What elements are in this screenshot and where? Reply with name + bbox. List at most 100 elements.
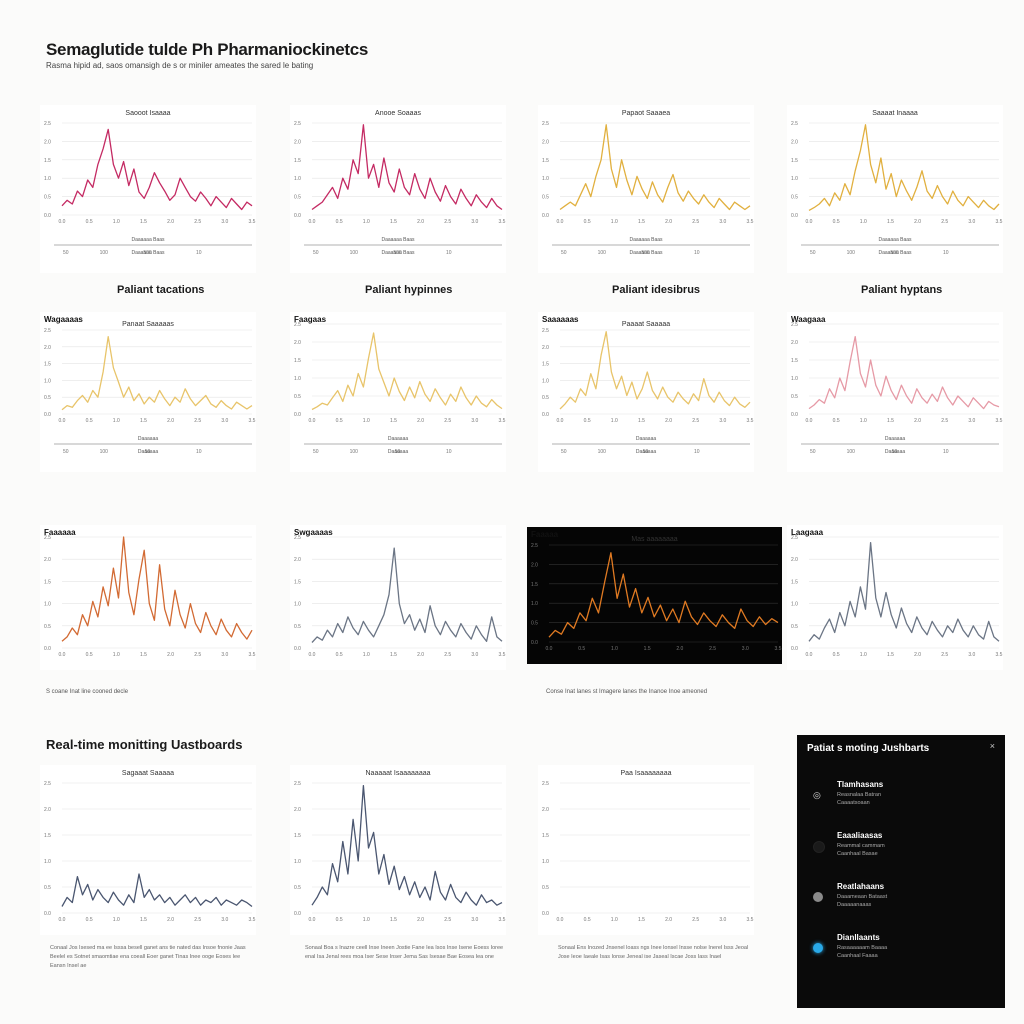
y-tick-label: 1.5	[294, 358, 301, 364]
range-tick-label: 50	[643, 449, 649, 455]
y-tick-label: 0.0	[791, 412, 798, 418]
x-tick-label: 2.5	[194, 917, 201, 923]
range-label-secondary: Daaaaaa	[388, 449, 409, 455]
range-tick-label: 100	[350, 449, 359, 455]
chart-corner-label: Faaaaa	[531, 530, 559, 539]
y-tick-label: 2.0	[294, 139, 301, 145]
y-tick-label: 1.0	[44, 176, 51, 182]
sidebar-item-4[interactable]: Dianllaants Rasaaaaaam Baaaa Caanhaal Fa…	[813, 933, 993, 973]
sidebar-item-2[interactable]: Eaaaliaasas Reammal cammam Caanhaal Basa…	[813, 831, 993, 871]
close-icon[interactable]: ×	[989, 741, 995, 751]
chart-title: Paaaat Saaaaa	[622, 321, 670, 328]
range-tick-label: 100	[350, 250, 359, 256]
y-tick-label: 2.0	[44, 807, 51, 813]
x-tick-label: 3.0	[471, 219, 478, 225]
x-tick-label: 0.5	[584, 418, 591, 424]
chart-title: Saaaat Inaaaa	[872, 110, 918, 117]
y-tick-label: 2.5	[531, 543, 538, 549]
y-tick-label: 2.5	[294, 121, 301, 127]
x-tick-label: 2.0	[665, 219, 672, 225]
x-tick-label: 3.5	[249, 652, 256, 658]
range-tick-label: 10	[694, 449, 700, 455]
x-tick-label: 2.0	[167, 652, 174, 658]
y-tick-label: 1.0	[542, 176, 549, 182]
range-tick-label: 50	[892, 449, 898, 455]
y-tick-label: 2.0	[294, 807, 301, 813]
chart-background	[527, 527, 782, 664]
sidebar-item-detail: Caanhaal Faaaa	[837, 953, 878, 959]
x-tick-label: 1.0	[611, 646, 618, 652]
range-tick-label: 500	[890, 250, 899, 256]
section-header-3: Paliant idesibrus	[612, 284, 701, 296]
chart-title: Paa Isaaaaaaaa	[621, 770, 672, 777]
chart-corner-label: Laagaaa	[791, 528, 824, 537]
chart-panel-5: Wagaaaas Panaat Saaaaas 2.5 2.0 1.5 1.0 0.5 0.0…	[40, 312, 256, 472]
y-tick-label: 1.0	[44, 859, 51, 865]
chart-title: Sagaaat Saaaaa	[122, 770, 174, 777]
range-tick-label: 50	[810, 250, 816, 256]
y-tick-label: 2.5	[542, 121, 549, 127]
x-tick-label: 2.5	[941, 652, 948, 658]
series-line	[311, 124, 503, 211]
x-tick-label: 0.0	[59, 418, 66, 424]
x-tick-label: 3.5	[249, 219, 256, 225]
range-tick-label: 10	[446, 250, 452, 256]
range-tick-label: 50	[810, 449, 816, 455]
y-tick-label: 0.5	[791, 624, 798, 630]
chart-corner-label: Saaaaaas	[542, 315, 579, 324]
range-tick-label: 500	[143, 250, 152, 256]
x-tick-label: 0.0	[309, 219, 316, 225]
range-tick-label: 100	[100, 449, 109, 455]
range-label-secondary: Daaaaaa	[885, 449, 906, 455]
x-tick-label: 0.0	[806, 219, 813, 225]
chart-title: Naaaaat Isaaaaaaaa	[366, 770, 431, 777]
x-tick-label: 0.0	[557, 418, 564, 424]
range-tick-label: 50	[63, 449, 69, 455]
y-tick-label: 2.0	[294, 557, 301, 563]
y-tick-label: 2.5	[542, 328, 549, 334]
series-line	[311, 547, 503, 643]
sidebar-item-1[interactable]: ◎ Tlamhasans Reasnalaa Batran Caaaatsoaa…	[813, 780, 993, 820]
x-tick-label: 1.5	[390, 418, 397, 424]
y-tick-label: 0.0	[542, 412, 549, 418]
y-tick-label: 1.5	[542, 362, 549, 368]
y-tick-label: 0.5	[542, 395, 549, 401]
y-tick-label: 1.0	[294, 176, 301, 182]
y-tick-label: 1.0	[294, 376, 301, 382]
x-tick-label: 1.0	[860, 652, 867, 658]
range-label: Daaaaaa	[388, 436, 409, 442]
y-tick-label: 0.0	[294, 646, 301, 652]
y-tick-label: 2.5	[294, 781, 301, 787]
range-label: Daaaaaa Baas	[131, 237, 165, 243]
y-tick-label: 0.5	[791, 394, 798, 400]
range-tick-label: 50	[63, 250, 69, 256]
x-tick-label: 1.5	[390, 219, 397, 225]
range-label-secondary: Daaaaaa Baas	[878, 250, 912, 256]
x-tick-label: 0.0	[806, 418, 813, 424]
chart-background	[538, 765, 754, 935]
x-tick-label: 3.0	[471, 418, 478, 424]
x-tick-label: 0.0	[309, 418, 316, 424]
y-tick-label: 2.0	[44, 557, 51, 563]
y-tick-label: 2.5	[44, 781, 51, 787]
series-line	[559, 124, 751, 211]
y-tick-label: 0.5	[44, 395, 51, 401]
y-tick-label: 2.0	[44, 139, 51, 145]
sidebar-item-3[interactable]: Reatlahaans Daaameaan Bataast Daaaaanaaa…	[813, 882, 993, 922]
range-tick-label: 100	[847, 250, 856, 256]
y-tick-label: 1.5	[44, 833, 51, 839]
y-tick-label: 2.5	[44, 535, 51, 541]
section-header-1: Paliant tacations	[117, 284, 205, 296]
x-tick-label: 1.0	[860, 219, 867, 225]
y-tick-label: 1.0	[44, 378, 51, 384]
y-tick-label: 0.5	[542, 195, 549, 201]
range-tick-label: 10	[943, 449, 949, 455]
y-tick-label: 2.5	[44, 121, 51, 127]
y-tick-label: 0.0	[294, 213, 301, 219]
chart-background	[538, 105, 754, 273]
y-tick-label: 2.0	[791, 557, 798, 563]
